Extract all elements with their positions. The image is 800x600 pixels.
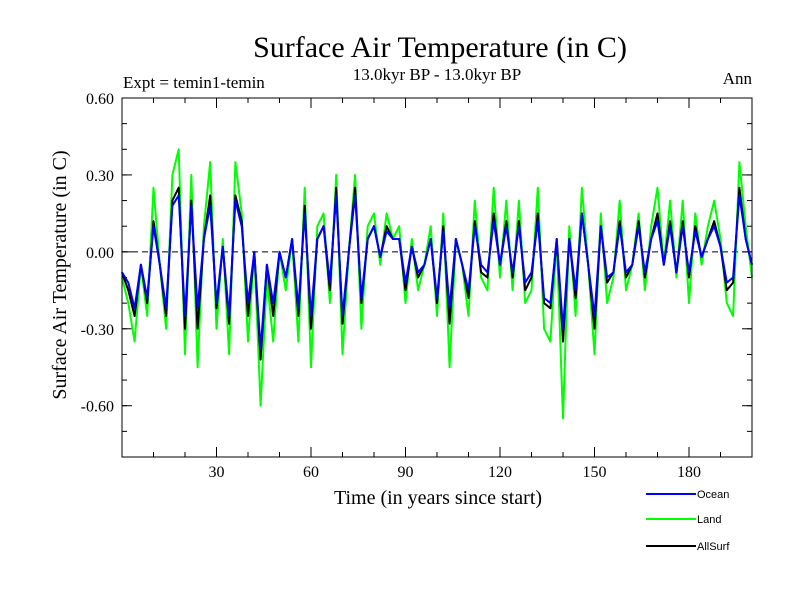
x-ticks: 30 60 90 120 150 180	[153, 98, 721, 481]
x-axis-label: Time (in years since start)	[334, 487, 542, 509]
chart-title: Surface Air Temperature (in C)	[253, 31, 627, 64]
series-line-land	[121, 148, 753, 420]
legend-label-ocean: Ocean	[697, 489, 729, 501]
y-tick-label: 0.00	[86, 245, 114, 262]
y-tick-label: 0.60	[86, 91, 114, 108]
legend-label-allsurf: AllSurf	[697, 541, 730, 553]
y-ticks: 0.60 0.30 0.00 -0.30 -0.60	[81, 91, 752, 458]
season-label: Ann	[723, 69, 753, 88]
experiment-label: Expt = temin1-temin	[123, 73, 265, 92]
x-tick-label: 30	[209, 464, 225, 481]
x-tick-label: 180	[677, 464, 701, 481]
legend: Ocean Land AllSurf	[646, 489, 730, 553]
x-tick-label: 120	[488, 464, 512, 481]
y-tick-label: -0.60	[81, 399, 114, 416]
chart-subtitle: 13.0kyr BP - 13.0kyr BP	[353, 65, 521, 84]
y-tick-label: -0.30	[81, 322, 114, 339]
series-line-ocean	[121, 194, 753, 351]
x-tick-label: 90	[398, 464, 414, 481]
x-tick-label: 60	[303, 464, 319, 481]
y-tick-label: 0.30	[86, 168, 114, 185]
x-tick-label: 150	[583, 464, 607, 481]
legend-label-land: Land	[697, 514, 721, 526]
series-layer	[121, 148, 753, 420]
plot-frame	[121, 97, 753, 458]
series-line-allsurf	[121, 186, 753, 361]
y-axis-label: Surface Air Temperature (in C)	[49, 150, 71, 399]
